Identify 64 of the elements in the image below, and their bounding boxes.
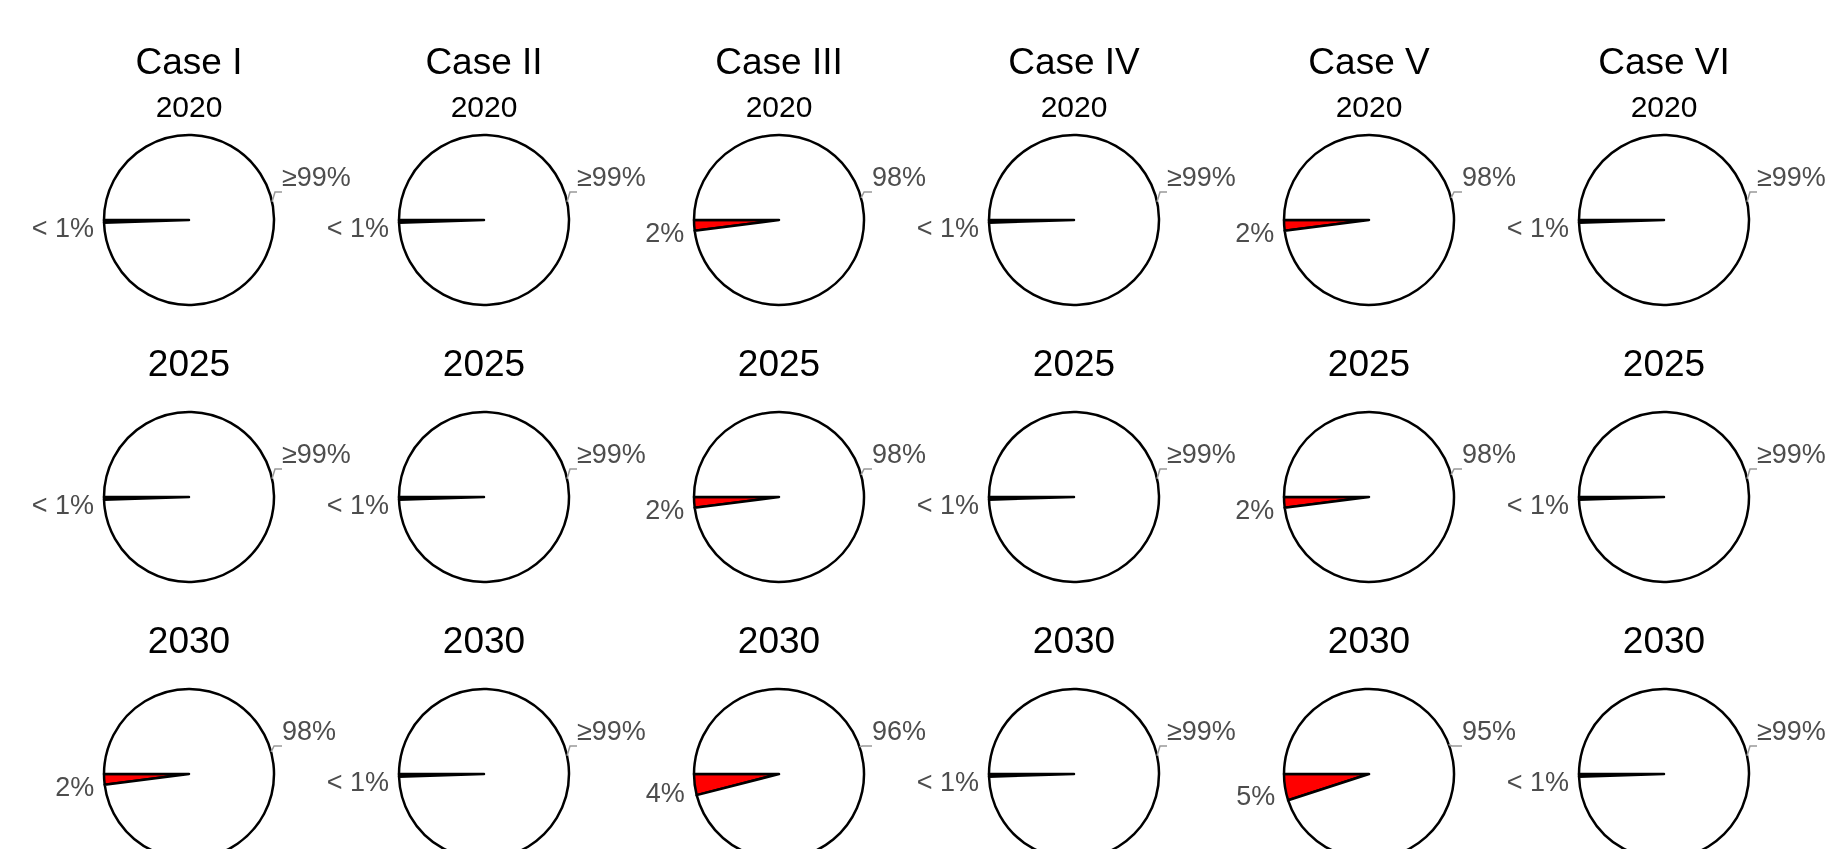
chart-title: 2030 [442, 620, 526, 661]
chart-subtitle: 2020 [450, 90, 518, 123]
pie-slice [692, 410, 866, 584]
chart-subtitle: 2020 [1335, 90, 1403, 123]
chart-title: 2030 [147, 620, 231, 661]
chart-title: Case I [135, 41, 243, 82]
chart-title: Case VI [1598, 41, 1730, 82]
data-label: < 1% [31, 213, 95, 244]
data-label: ≥99% [1167, 716, 1236, 746]
chart-subtitle: 2020 [155, 90, 223, 123]
data-label: 2% [645, 217, 685, 248]
data-label: 2% [1235, 494, 1275, 525]
chart-title: 2025 [737, 343, 821, 384]
pie-slice [1282, 133, 1456, 307]
data-label: 5% [1236, 780, 1276, 811]
data-label: 98% [1462, 439, 1517, 469]
data-label: < 1% [1506, 213, 1570, 244]
chart-title: 2030 [1032, 620, 1116, 661]
data-label: ≥99% [577, 162, 646, 192]
chart-title: Case II [425, 41, 543, 82]
data-label: ≥99% [1757, 162, 1826, 192]
data-label: ≥99% [1167, 162, 1236, 192]
chart-subtitle: 2020 [745, 90, 813, 123]
data-label: 98% [1462, 162, 1517, 192]
data-label: < 1% [916, 767, 980, 798]
data-label: 95% [1462, 716, 1517, 746]
data-label: 2% [645, 494, 685, 525]
data-label: < 1% [1506, 490, 1570, 521]
data-label: 98% [872, 162, 927, 192]
data-label: 98% [872, 439, 927, 469]
chart-title: 2025 [1622, 343, 1706, 384]
data-label: < 1% [31, 490, 95, 521]
data-label: < 1% [1506, 767, 1570, 798]
chart-subtitle: 2020 [1630, 90, 1698, 123]
data-label: 2% [1235, 217, 1275, 248]
data-label: 96% [872, 716, 927, 746]
chart-subtitle: 2020 [1040, 90, 1108, 123]
chart-title: 2025 [1032, 343, 1116, 384]
data-label: ≥99% [577, 439, 646, 469]
pie-slice [1282, 410, 1456, 584]
chart-title: 2025 [147, 343, 231, 384]
data-label: ≥99% [282, 439, 351, 469]
data-label: ≥99% [1757, 439, 1826, 469]
pie-slice [692, 133, 866, 307]
data-label: ≥99% [282, 162, 351, 192]
data-label: ≥99% [1757, 716, 1826, 746]
chart-title: 2025 [442, 343, 526, 384]
chart-title: 2030 [1622, 620, 1706, 661]
chart-title: Case III [715, 41, 843, 82]
data-label: 98% [282, 716, 337, 746]
chart-title: Case V [1308, 41, 1430, 82]
data-label: < 1% [326, 213, 390, 244]
data-label: < 1% [326, 767, 390, 798]
data-label: < 1% [916, 213, 980, 244]
chart-title: 2030 [737, 620, 821, 661]
data-label: < 1% [326, 490, 390, 521]
data-label: ≥99% [577, 716, 646, 746]
data-label: < 1% [916, 490, 980, 521]
data-label: ≥99% [1167, 439, 1236, 469]
data-label: 2% [55, 771, 95, 802]
data-label: 4% [645, 777, 685, 808]
chart-title: Case IV [1008, 41, 1141, 82]
chart-title: 2030 [1327, 620, 1411, 661]
chart-title: 2025 [1327, 343, 1411, 384]
